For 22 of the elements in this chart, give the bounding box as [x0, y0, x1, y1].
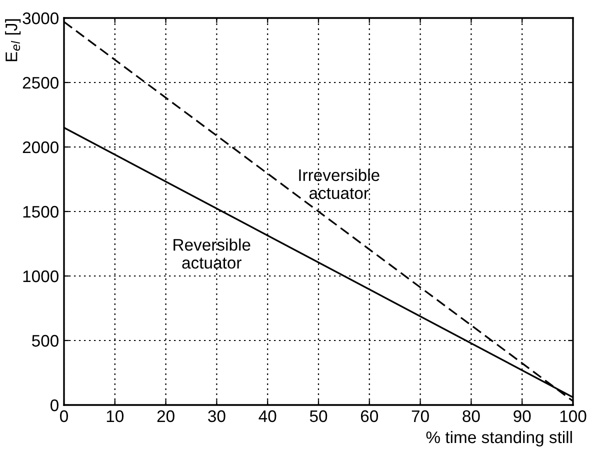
x-tick-label: 0: [60, 410, 68, 422]
x-tick-label: 10: [106, 410, 124, 422]
y-axis-title: E$_{el}$ [J]: [5, 19, 21, 62]
x-axis-title: % time standing still: [426, 430, 572, 446]
x-tick-label: 80: [462, 410, 480, 422]
x-tick-label: 90: [514, 410, 531, 422]
y-tick-label: 3000: [22, 12, 58, 24]
x-tick-label: 100: [560, 410, 586, 422]
y-tick-label: 1000: [23, 270, 58, 282]
y-tick-label: 0: [50, 399, 58, 412]
x-tick-label: 30: [208, 410, 226, 422]
y-tick-label: 2500: [22, 76, 58, 89]
x-tick-label: 40: [258, 410, 276, 422]
x-tick-label: 20: [157, 410, 174, 422]
x-tick-label: 60: [360, 410, 378, 422]
annotation: Reversible actuator: [174, 238, 250, 269]
annotation: Irreversible actuator: [299, 168, 380, 200]
x-tick-label: 50: [310, 410, 328, 422]
y-tick-label: 500: [32, 334, 58, 347]
y-tick-label: 1500: [23, 206, 58, 218]
y-tick-label: 2000: [22, 141, 58, 154]
x-tick-label: 70: [412, 410, 429, 422]
